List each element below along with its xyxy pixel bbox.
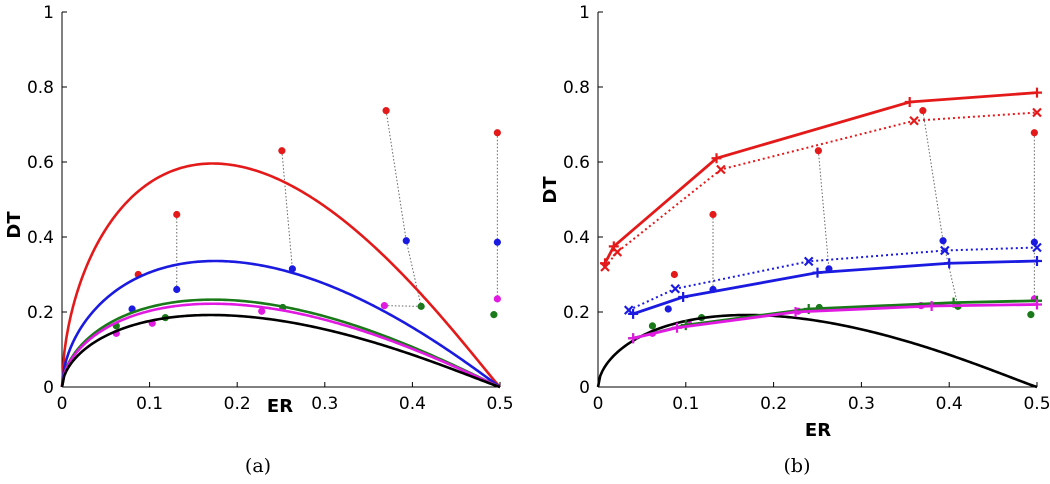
y-tick-label: 0.8	[563, 78, 590, 98]
curve-line	[60, 302, 501, 389]
curve-line	[596, 313, 1038, 389]
y-tick-label: 0	[579, 378, 590, 398]
y-tick-label: 0.8	[27, 78, 54, 98]
x-tick-label: 0.2	[760, 394, 787, 414]
panel-a-marks	[60, 107, 501, 389]
data-point	[258, 307, 266, 315]
y-tick-label: 0.4	[27, 228, 54, 248]
y-tick-label: 0.4	[563, 228, 590, 248]
connector-line	[385, 110, 407, 241]
panel-b-caption: (b)	[784, 455, 811, 477]
plus-marker	[628, 308, 639, 319]
panel-a-caption: (a)	[245, 455, 271, 477]
x-tick-label: 0.5	[486, 394, 513, 414]
data-point	[709, 210, 717, 219]
panel-b-marks	[596, 87, 1042, 389]
y-tick-label: 0.6	[27, 153, 54, 173]
connector-line	[281, 150, 293, 269]
x-marker	[803, 256, 814, 267]
x-tick-label: 0	[593, 394, 604, 414]
x-marker	[670, 283, 681, 294]
series-line	[603, 91, 1038, 264]
plus-marker	[1032, 256, 1042, 266]
panel-a-xlabel: ER	[267, 396, 293, 417]
curve-line	[60, 298, 501, 389]
x-tick-label: 0.4	[936, 394, 963, 414]
data-point	[493, 129, 501, 137]
data-point	[814, 147, 822, 155]
y-tick-label: 1	[579, 3, 590, 23]
x-marker	[612, 247, 623, 257]
y-tick-label: 1	[43, 3, 54, 23]
connector-line	[384, 305, 422, 307]
curve-line	[60, 313, 501, 389]
x-marker	[940, 245, 950, 256]
x-marker	[716, 164, 726, 175]
plus-marker	[790, 307, 801, 317]
x-marker	[1032, 107, 1042, 118]
x-marker	[600, 262, 610, 272]
x-tick-label: 0.5	[1023, 394, 1050, 414]
data-point	[382, 107, 390, 115]
y-tick-label: 0.2	[563, 303, 590, 323]
panel-b-ticks: 0 0.1 0.2 0.3 0.4 0.5 0 0.2 0.4 0.6 0.8 1	[563, 3, 1050, 414]
connector-line	[405, 240, 422, 307]
x-tick-label: 0.1	[672, 394, 699, 414]
plus-marker	[1032, 87, 1042, 98]
x-marker	[909, 115, 919, 126]
plus-marker	[904, 97, 915, 107]
x-tick-label: 0.2	[224, 394, 251, 414]
plus-marker	[1032, 299, 1042, 310]
panel-a-ticks: 0 0.1 0.2 0.3 0.4 0.5 0 0.2 0.4 0.6 0.8 1	[27, 3, 514, 414]
y-tick-label: 0.6	[563, 153, 590, 173]
data-point	[173, 210, 181, 219]
plus-marker	[628, 333, 639, 344]
plus-marker	[926, 301, 937, 311]
y-tick-label: 0	[43, 378, 54, 398]
data-point	[493, 295, 501, 303]
plus-marker	[711, 153, 722, 164]
panel-a: 0 0.1 0.2 0.3 0.4 0.5 0 0.2 0.4 0.6 0.8 1 ER DT (a)	[4, 3, 514, 477]
data-point	[490, 311, 498, 319]
x-tick-label: 0.3	[311, 394, 338, 414]
plus-marker	[812, 267, 823, 278]
data-point	[939, 237, 947, 245]
plus-marker	[678, 292, 689, 302]
data-point	[670, 270, 678, 279]
connector-line	[817, 150, 830, 269]
data-point	[919, 107, 927, 115]
data-point	[664, 305, 672, 313]
data-point	[648, 322, 657, 330]
x-tick-label: 0.1	[136, 394, 163, 414]
panel-b-xlabel: ER	[805, 420, 831, 441]
data-point	[1027, 311, 1035, 319]
x-tick-label: 0.3	[848, 394, 875, 414]
plus-marker	[672, 322, 683, 333]
data-point	[278, 147, 286, 155]
x-tick-label: 0.4	[399, 394, 426, 414]
data-point	[1030, 129, 1038, 137]
data-point	[402, 237, 410, 245]
series-line	[632, 303, 1038, 340]
data-point	[417, 302, 425, 310]
series-line	[604, 111, 1038, 268]
panel-a-axes	[61, 11, 501, 388]
data-point	[493, 238, 501, 246]
x-tick-label: 0	[57, 394, 68, 414]
x-marker	[1032, 242, 1042, 253]
panel-b: 0 0.1 0.2 0.3 0.4 0.5 0 0.2 0.4 0.6 0.8 1 ER DT (b)	[540, 3, 1050, 477]
panel-b-ylabel: DT	[540, 176, 561, 204]
data-point	[173, 285, 181, 294]
plus-marker	[944, 258, 955, 269]
connector-line	[922, 110, 944, 241]
x-marker	[623, 305, 634, 315]
panel-a-ylabel: DT	[4, 211, 25, 239]
data-point	[288, 265, 296, 273]
curve-line	[60, 259, 501, 389]
data-point	[380, 302, 388, 310]
y-tick-label: 0.2	[27, 303, 54, 323]
curve-line	[60, 162, 501, 388]
